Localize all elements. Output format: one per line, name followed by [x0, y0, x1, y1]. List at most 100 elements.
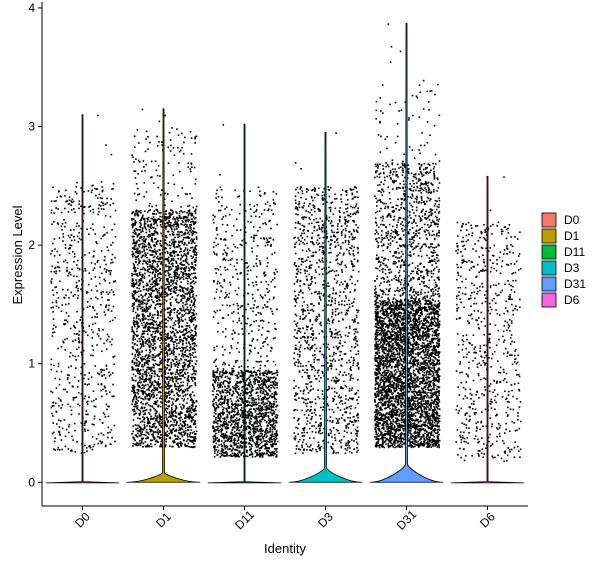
data-point — [147, 266, 149, 268]
data-point — [132, 308, 135, 311]
data-point — [222, 380, 225, 383]
data-point — [275, 431, 278, 433]
data-point — [217, 383, 219, 386]
data-point — [179, 149, 182, 152]
data-point — [77, 290, 79, 292]
data-point — [260, 454, 263, 456]
data-point — [103, 369, 105, 371]
data-point — [172, 327, 175, 330]
data-point — [141, 378, 144, 380]
data-point — [156, 174, 159, 177]
data-point — [53, 324, 55, 327]
data-point — [191, 446, 193, 449]
data-point — [146, 302, 148, 305]
data-point — [194, 362, 197, 365]
data-point — [187, 213, 190, 215]
data-point — [98, 193, 101, 196]
data-point — [178, 326, 180, 328]
data-point — [103, 208, 105, 210]
data-point — [105, 393, 108, 395]
data-point — [264, 445, 267, 448]
data-point — [172, 174, 175, 177]
data-point — [157, 436, 160, 438]
data-point — [148, 368, 150, 371]
data-point — [110, 289, 113, 291]
data-point — [264, 372, 266, 374]
data-point — [146, 343, 149, 346]
data-point — [252, 425, 254, 428]
data-point — [169, 233, 171, 236]
data-point — [248, 410, 250, 412]
data-point — [224, 398, 226, 401]
data-point — [66, 270, 68, 273]
data-point — [248, 412, 251, 415]
data-point — [176, 301, 178, 303]
data-point — [151, 234, 154, 237]
data-point — [150, 267, 153, 270]
data-point — [152, 266, 155, 268]
data-point — [134, 248, 136, 251]
data-point — [152, 418, 155, 420]
data-point — [75, 281, 78, 284]
data-point — [56, 370, 58, 373]
data-point — [141, 360, 143, 362]
data-point — [158, 436, 161, 439]
data-point — [250, 444, 253, 446]
data-point — [156, 383, 159, 386]
data-point — [68, 252, 71, 255]
data-point — [164, 192, 166, 195]
data-point — [260, 425, 263, 428]
data-point — [143, 275, 146, 278]
data-point — [135, 350, 138, 352]
data-point — [233, 408, 236, 410]
data-point — [185, 339, 188, 342]
data-point — [56, 423, 58, 425]
data-point — [182, 315, 184, 317]
data-point — [149, 286, 151, 288]
data-point — [153, 425, 155, 427]
data-point — [269, 423, 272, 426]
data-point — [138, 395, 141, 398]
data-point — [156, 297, 159, 299]
data-point — [77, 355, 80, 357]
data-point — [133, 230, 136, 232]
data-point — [65, 189, 67, 192]
data-point — [189, 319, 192, 321]
data-point — [148, 244, 151, 246]
data-point — [241, 399, 244, 402]
data-point — [136, 442, 138, 444]
data-point — [257, 381, 259, 383]
data-point — [165, 404, 167, 406]
data-point — [186, 223, 188, 226]
data-point — [143, 310, 145, 312]
data-point — [154, 403, 157, 405]
data-point — [175, 320, 177, 322]
data-point — [246, 388, 249, 390]
data-point — [158, 378, 160, 380]
data-point — [139, 426, 142, 428]
data-point — [158, 385, 160, 387]
data-point — [109, 272, 112, 274]
data-point — [99, 337, 102, 340]
data-point — [230, 444, 232, 447]
data-point — [169, 273, 172, 275]
data-point — [173, 439, 175, 442]
data-point — [159, 416, 161, 419]
data-point — [237, 385, 240, 388]
data-point — [189, 278, 192, 280]
data-point — [172, 427, 175, 430]
data-point — [269, 434, 272, 437]
data-point — [133, 362, 136, 364]
data-point — [73, 275, 75, 277]
data-point — [155, 327, 158, 329]
data-point — [213, 379, 216, 382]
data-point — [180, 206, 182, 208]
data-point — [131, 353, 134, 355]
data-point — [161, 235, 164, 237]
data-point — [245, 422, 247, 425]
data-point — [168, 212, 171, 214]
data-point — [50, 368, 53, 371]
data-point — [248, 383, 250, 386]
data-point — [165, 397, 168, 400]
data-point — [139, 412, 142, 415]
